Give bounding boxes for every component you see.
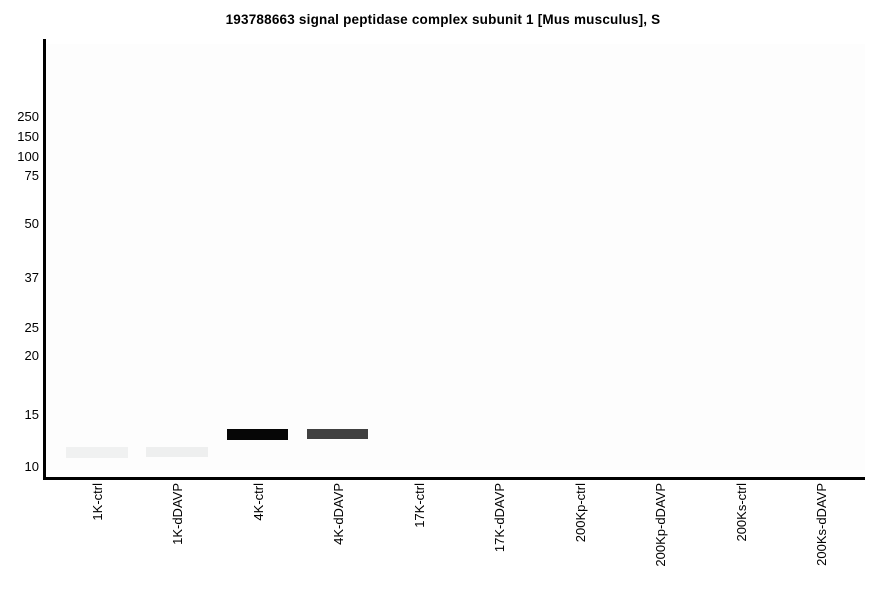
mw-marker-label: 20 — [24, 348, 39, 363]
lane-label: 17K-dDAVP — [492, 483, 508, 553]
mw-marker-label: 10 — [24, 459, 39, 474]
mw-marker-label: 50 — [24, 216, 39, 231]
lane-label: 1K-dDAVP — [170, 483, 186, 545]
mw-marker-label: 100 — [17, 149, 39, 164]
gel-area — [46, 44, 865, 477]
lane-label: 200Ks-dDAVP — [813, 483, 829, 566]
mw-marker-label: 250 — [17, 109, 39, 124]
lane-label: 4K-ctrl — [250, 483, 266, 521]
lane-label: 4K-dDAVP — [331, 483, 347, 545]
y-axis-line — [43, 39, 46, 480]
lane-label: 200Kp-dDAVP — [653, 483, 669, 567]
lane-label: 200Kp-ctrl — [572, 483, 588, 543]
mw-marker-label: 150 — [17, 129, 39, 144]
lane-label: 1K-ctrl — [90, 483, 105, 521]
mw-marker-label: 37 — [24, 270, 39, 285]
mw-marker-label: 75 — [24, 168, 39, 183]
mw-marker-label: 15 — [24, 407, 39, 422]
blot-band-4K-ctrl — [226, 428, 288, 440]
x-axis-line — [43, 477, 865, 480]
blot-band-4K-dDAVP — [307, 429, 369, 440]
blot-band-1K-ctrl — [65, 446, 128, 458]
blot-band-1K-dDAVP — [145, 447, 208, 458]
mw-marker-label: 25 — [24, 320, 39, 335]
lane-label: 17K-ctrl — [411, 483, 427, 528]
chart-title: 193788663 signal peptidase complex subun… — [225, 12, 661, 27]
lane-label: 200Ks-ctrl — [733, 483, 749, 542]
